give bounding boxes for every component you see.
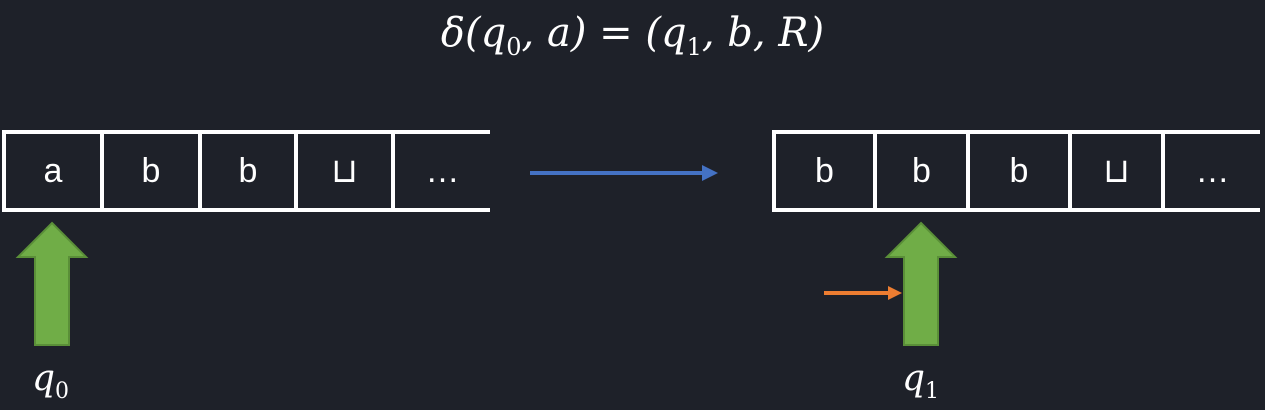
output-state-index: 1 [686, 33, 702, 61]
tape-before: a b b ⊔ … [2, 130, 490, 212]
transition-arrow-icon [530, 165, 718, 181]
move-right-arrow-icon [824, 286, 902, 300]
head-arrow-icon [884, 221, 958, 346]
tape-cell: b [1009, 151, 1029, 190]
tape-cell: a [43, 151, 63, 190]
state-label-after: q1 [902, 358, 940, 405]
head-arrow-icon [15, 221, 89, 346]
output-symbol: b [727, 10, 753, 56]
tape-cell: b [141, 151, 161, 190]
tape-after: b b b ⊔ … [772, 130, 1260, 212]
input-symbol: a [546, 10, 571, 56]
written-cell: b [815, 151, 834, 190]
move-direction: R [778, 10, 809, 56]
state-label-before: q0 [32, 358, 70, 405]
input-state: q [480, 10, 507, 56]
tape-cell: b [912, 151, 931, 190]
tape-cell: b [238, 151, 258, 190]
output-state: q [660, 10, 687, 56]
transition-formula: δ(q0, a) = (q1, b, R) [440, 10, 825, 61]
ellipsis-cell: … [1195, 151, 1230, 190]
input-state-index: 0 [506, 33, 522, 61]
ellipsis-cell: … [425, 151, 460, 190]
delta-symbol: δ [440, 10, 466, 56]
blank-cell: ⊔ [331, 152, 358, 190]
blank-cell: ⊔ [1103, 152, 1130, 190]
